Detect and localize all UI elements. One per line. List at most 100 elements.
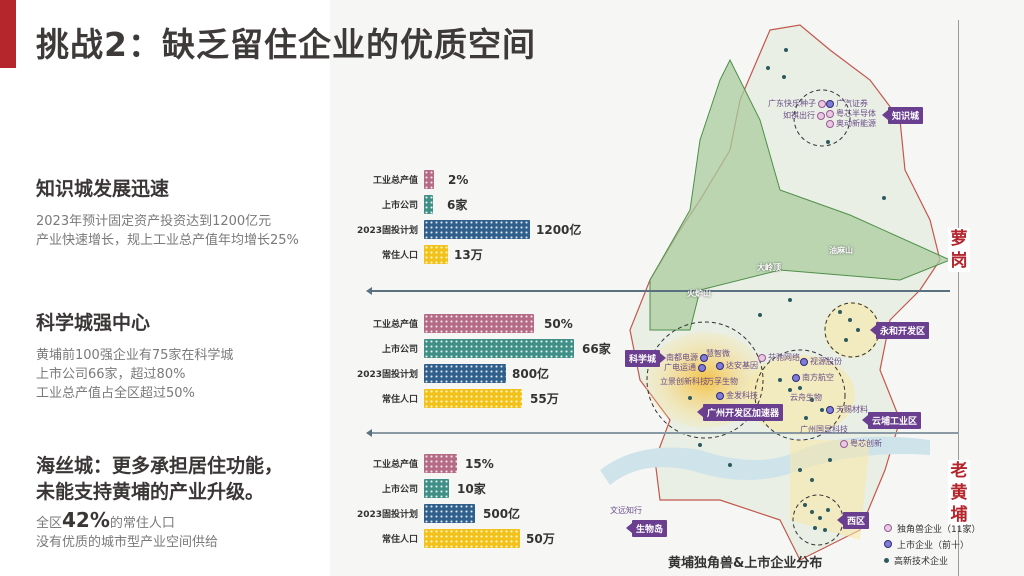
bar-row: 上市公司 6家 <box>350 192 650 217</box>
body-line: 没有优质的城市型产业空间供给 <box>36 535 219 550</box>
unicorn-dot-icon <box>884 524 892 532</box>
company-marker: 万孚生物 <box>706 377 738 386</box>
listed-dot-icon <box>826 405 834 414</box>
section-body: 2023年预计固定资产投资达到1200亿元 产业快速增长，规上工业总产值年均增长… <box>36 212 299 250</box>
unicorn-dot-icon <box>758 353 766 362</box>
company-marker: 粤芯创新 <box>840 438 882 449</box>
company-marker: 广东快乐种子 <box>768 98 826 109</box>
section-title: 知识城发展迅速 <box>36 178 170 200</box>
company-marker: 达安基因 <box>716 360 758 371</box>
section-science-city: 科学城强中心 黄埔前100强企业有75家在科学城 上市公司66家，超过80% 工… <box>36 310 233 403</box>
mountain-label: 油麻山 <box>829 246 853 255</box>
bar-row: 工业总产值 15% <box>350 451 650 476</box>
bar-investment <box>424 220 530 239</box>
body-line: 产业快速增长，规上工业总产值年均增长25% <box>36 233 299 248</box>
legend-item-unicorn: 独角兽企业（11家） <box>884 520 980 536</box>
listed-dot-icon <box>826 99 834 108</box>
bar-population <box>424 529 520 548</box>
body-line: 2023年预计固定资产投资达到1200亿元 <box>36 214 272 229</box>
body-line: 全区42%的常住人口 <box>36 508 175 532</box>
bar-chart-knowledge-city: 工业总产值 2% 上市公司 6家 2023固投计划 1200亿 常住人口 13万 <box>350 167 650 267</box>
unicorn-dot-icon <box>817 111 825 120</box>
area-tag-science-city: 科学城 <box>625 350 667 367</box>
area-tag-west: 西区 <box>836 512 870 529</box>
unicorn-dot-icon <box>826 119 834 128</box>
bar-row: 2023固投计划 800亿 <box>350 361 650 386</box>
bar-row: 2023固投计划 1200亿 <box>350 217 650 242</box>
divider-arrow <box>366 287 950 295</box>
listed-dot-icon <box>698 363 706 372</box>
listed-dot-icon <box>716 391 724 400</box>
bar-listed-companies <box>424 479 449 498</box>
bar-row: 常住人口 50万 <box>350 526 650 551</box>
bar-industrial-output <box>424 170 434 189</box>
company-marker: 视源股份 <box>800 356 842 367</box>
bar-row: 上市公司 66家 <box>350 336 650 361</box>
company-marker: 广州国显科技 <box>800 425 848 434</box>
listed-dot-icon <box>792 373 800 382</box>
company-marker: 慧智微 <box>706 349 730 358</box>
area-tag-bio-island: 生物岛 <box>625 520 668 537</box>
section-title: 科学城强中心 <box>36 312 151 334</box>
section-title-line: 海丝城：更多承担居住功能， <box>36 455 284 477</box>
area-tag-yunpu: 云埔工业区 <box>861 412 922 429</box>
section-knowledge-city: 知识城发展迅速 2023年预计固定资产投资达到1200亿元 产业快速增长，规上工… <box>36 176 299 250</box>
bar-population <box>424 245 448 264</box>
company-marker: 文远知行 <box>610 506 642 515</box>
company-marker: 立景创新科技 <box>660 377 708 386</box>
bar-industrial-output <box>424 454 457 473</box>
bar-row: 工业总产值 50% <box>350 311 650 336</box>
bar-population <box>424 389 522 408</box>
area-tag-yonghe: 永和开发区 <box>869 322 930 339</box>
bar-investment <box>424 504 475 523</box>
company-marker: 奥动新能源 <box>826 118 876 129</box>
page-title: 挑战2：缺乏留住企业的优质空间 <box>36 25 536 64</box>
bar-row: 工业总产值 2% <box>350 167 650 192</box>
highlight-percent: 42% <box>62 508 110 532</box>
body-line: 黄埔前100强企业有75家在科学城 <box>36 348 234 363</box>
legend-item-hightech: 高新技术企业 <box>884 552 980 568</box>
unicorn-dot-icon <box>818 99 826 108</box>
company-marker: 粤芯半导体 <box>826 108 876 119</box>
section-title-line: 未能支持黄埔的产业升级。 <box>36 481 265 503</box>
company-marker: 广电运通 <box>664 362 706 373</box>
title-accent-bar <box>0 0 16 68</box>
region-label-luogang: 萝 岗 <box>948 228 970 272</box>
bar-chart-haisi-city: 工业总产值 15% 上市公司 10家 2023固投计划 500亿 常住人口 50万 <box>350 451 650 551</box>
area-tag-accelerator: 广州开发区加速器 <box>696 404 784 421</box>
unicorn-dot-icon <box>826 109 834 118</box>
body-line: 上市公司66家，超过80% <box>36 367 186 382</box>
company-marker: 南方航空 <box>792 372 834 383</box>
hightech-dot-icon <box>884 557 889 563</box>
company-marker: 如祺出行 <box>783 110 825 121</box>
bar-row: 常住人口 13万 <box>350 242 650 267</box>
region-label-old-huangpu: 老 黄 埔 <box>948 460 970 526</box>
company-marker: 云舟生物 <box>790 393 822 402</box>
mountain-label: 大岭顶 <box>757 263 781 272</box>
company-marker: 芬驰网络 <box>758 352 800 363</box>
bar-row: 2023固投计划 500亿 <box>350 501 650 526</box>
company-marker: 金发科技 <box>716 390 758 401</box>
company-marker: 广汽证券 <box>826 98 868 109</box>
section-body: 黄埔前100强企业有75家在科学城 上市公司66家，超过80% 工业总产值占全区… <box>36 346 233 403</box>
mountain-label: 火炉山 <box>687 289 711 298</box>
listed-dot-icon <box>800 357 808 366</box>
divider-arrow <box>366 429 958 437</box>
area-tag-knowledge-city: 知识城 <box>881 107 924 124</box>
bar-row: 常住人口 55万 <box>350 386 650 411</box>
bar-chart-science-city: 工业总产值 50% 上市公司 66家 2023固投计划 800亿 常住人口 55万 <box>350 311 650 411</box>
listed-dot-icon <box>884 540 892 548</box>
section-body: 全区42%的常住人口 没有优质的城市型产业空间供给 <box>36 508 283 552</box>
unicorn-dot-icon <box>840 439 848 448</box>
legend-item-listed: 上市企业（前十） <box>884 536 980 552</box>
bar-industrial-output <box>424 314 534 333</box>
listed-dot-icon <box>700 353 708 362</box>
map-caption: 黄埔独角兽&上市企业分布 <box>668 556 823 571</box>
bar-listed-companies <box>424 195 433 214</box>
body-line: 工业总产值占全区超过50% <box>36 386 195 401</box>
section-haisi-city: 海丝城：更多承担居住功能， 未能支持黄埔的产业升级。 全区42%的常住人口 没有… <box>36 453 283 552</box>
bar-listed-companies <box>424 339 574 358</box>
company-marker: 南都电源 <box>666 352 708 363</box>
bar-row: 上市公司 10家 <box>350 476 650 501</box>
region-divider-line <box>958 20 959 576</box>
